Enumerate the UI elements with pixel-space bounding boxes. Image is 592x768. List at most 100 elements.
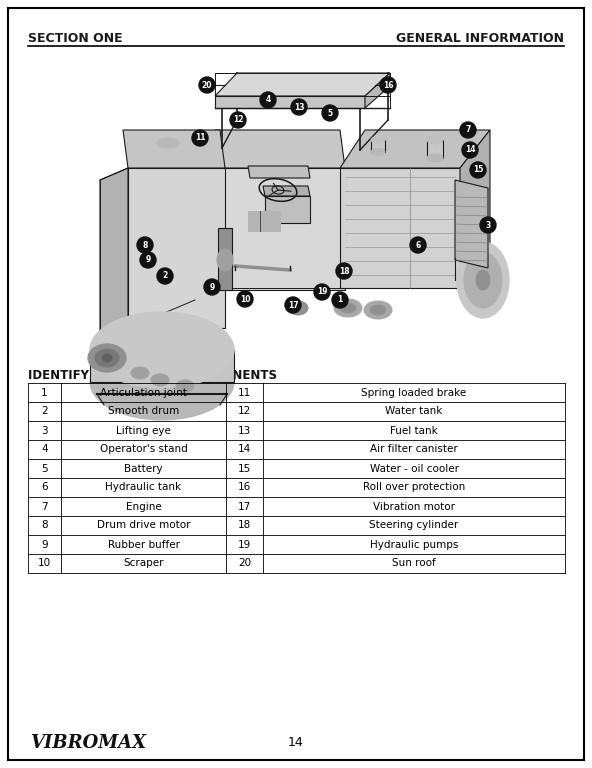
Circle shape xyxy=(285,297,301,313)
Polygon shape xyxy=(195,168,220,300)
Text: VIBROMAX: VIBROMAX xyxy=(30,734,146,752)
Text: Spring loaded brake: Spring loaded brake xyxy=(361,388,466,398)
Text: 12: 12 xyxy=(238,406,251,416)
Ellipse shape xyxy=(151,374,169,386)
Polygon shape xyxy=(215,130,345,168)
Text: Rubber buffer: Rubber buffer xyxy=(108,539,179,549)
Polygon shape xyxy=(265,196,310,223)
Polygon shape xyxy=(263,186,310,196)
Circle shape xyxy=(157,268,173,284)
Ellipse shape xyxy=(157,138,179,148)
Text: Roll over protection: Roll over protection xyxy=(363,482,465,492)
Text: SECTION ONE: SECTION ONE xyxy=(28,31,123,45)
Text: 9: 9 xyxy=(210,283,215,292)
Ellipse shape xyxy=(427,136,443,144)
Polygon shape xyxy=(340,168,460,288)
Text: 6: 6 xyxy=(416,240,421,250)
Text: 4: 4 xyxy=(41,445,48,455)
Text: GENERAL INFORMATION: GENERAL INFORMATION xyxy=(396,31,564,45)
Polygon shape xyxy=(218,228,232,290)
Ellipse shape xyxy=(288,301,308,315)
Text: 11: 11 xyxy=(238,388,251,398)
Circle shape xyxy=(199,77,215,93)
Circle shape xyxy=(260,92,276,108)
Text: 17: 17 xyxy=(288,300,298,310)
Ellipse shape xyxy=(364,301,392,319)
Text: 18: 18 xyxy=(238,521,251,531)
Text: 9: 9 xyxy=(41,539,48,549)
Ellipse shape xyxy=(457,242,509,318)
Circle shape xyxy=(204,279,220,295)
Ellipse shape xyxy=(176,380,194,392)
Polygon shape xyxy=(427,140,443,158)
Bar xyxy=(248,211,280,231)
Text: Smooth drum: Smooth drum xyxy=(108,406,179,416)
Text: 13: 13 xyxy=(294,102,304,111)
Text: 17: 17 xyxy=(238,502,251,511)
Circle shape xyxy=(140,252,156,268)
Text: 1: 1 xyxy=(41,388,48,398)
Ellipse shape xyxy=(88,344,126,372)
Text: 16: 16 xyxy=(238,482,251,492)
Polygon shape xyxy=(340,130,490,168)
Text: 13: 13 xyxy=(238,425,251,435)
Circle shape xyxy=(291,99,307,115)
Polygon shape xyxy=(460,130,490,288)
Text: Air filter canister: Air filter canister xyxy=(370,445,458,455)
Text: 10: 10 xyxy=(240,294,250,303)
Text: 3: 3 xyxy=(41,425,48,435)
Text: 15: 15 xyxy=(473,165,483,174)
Circle shape xyxy=(237,291,253,307)
Text: Articulation joint: Articulation joint xyxy=(100,388,187,398)
Circle shape xyxy=(460,122,476,138)
Text: 12: 12 xyxy=(233,115,243,124)
Circle shape xyxy=(314,284,330,300)
Text: 14: 14 xyxy=(238,445,251,455)
Polygon shape xyxy=(371,140,385,152)
Polygon shape xyxy=(90,350,234,382)
Text: Hydraulic tank: Hydraulic tank xyxy=(105,482,182,492)
Circle shape xyxy=(322,105,338,121)
Text: Steering cylinder: Steering cylinder xyxy=(369,521,459,531)
Circle shape xyxy=(336,263,352,279)
Circle shape xyxy=(410,237,426,253)
Circle shape xyxy=(480,217,496,233)
Ellipse shape xyxy=(371,137,385,144)
Text: 5: 5 xyxy=(41,464,48,474)
Ellipse shape xyxy=(95,349,119,367)
Text: 10: 10 xyxy=(38,558,51,568)
Polygon shape xyxy=(128,168,225,328)
Text: 19: 19 xyxy=(317,287,327,296)
Circle shape xyxy=(380,77,396,93)
Ellipse shape xyxy=(131,367,149,379)
Text: Hydraulic pumps: Hydraulic pumps xyxy=(370,539,458,549)
Text: 9: 9 xyxy=(146,256,150,264)
Text: 5: 5 xyxy=(327,108,333,118)
Ellipse shape xyxy=(371,148,385,155)
Circle shape xyxy=(470,162,486,178)
Text: 7: 7 xyxy=(465,125,471,134)
Text: 2: 2 xyxy=(41,406,48,416)
Circle shape xyxy=(332,292,348,308)
Ellipse shape xyxy=(464,252,502,308)
Ellipse shape xyxy=(476,270,490,290)
Text: Battery: Battery xyxy=(124,464,163,474)
Text: 15: 15 xyxy=(238,464,251,474)
Polygon shape xyxy=(215,96,365,108)
Text: 8: 8 xyxy=(41,521,48,531)
Text: 2: 2 xyxy=(162,272,168,280)
Text: 20: 20 xyxy=(202,81,213,90)
Circle shape xyxy=(462,142,478,158)
Polygon shape xyxy=(365,73,390,108)
Polygon shape xyxy=(215,73,390,96)
Text: Water - oil cooler: Water - oil cooler xyxy=(369,464,458,474)
Text: 16: 16 xyxy=(383,81,393,90)
Polygon shape xyxy=(455,180,488,268)
Text: 14: 14 xyxy=(288,737,304,750)
Ellipse shape xyxy=(427,154,443,162)
Text: 14: 14 xyxy=(465,145,475,154)
Text: 20: 20 xyxy=(238,558,251,568)
Text: Sun roof: Sun roof xyxy=(392,558,436,568)
Ellipse shape xyxy=(90,312,234,388)
Text: IDENTIFYING MACHINE COMPONENTS: IDENTIFYING MACHINE COMPONENTS xyxy=(28,369,277,382)
